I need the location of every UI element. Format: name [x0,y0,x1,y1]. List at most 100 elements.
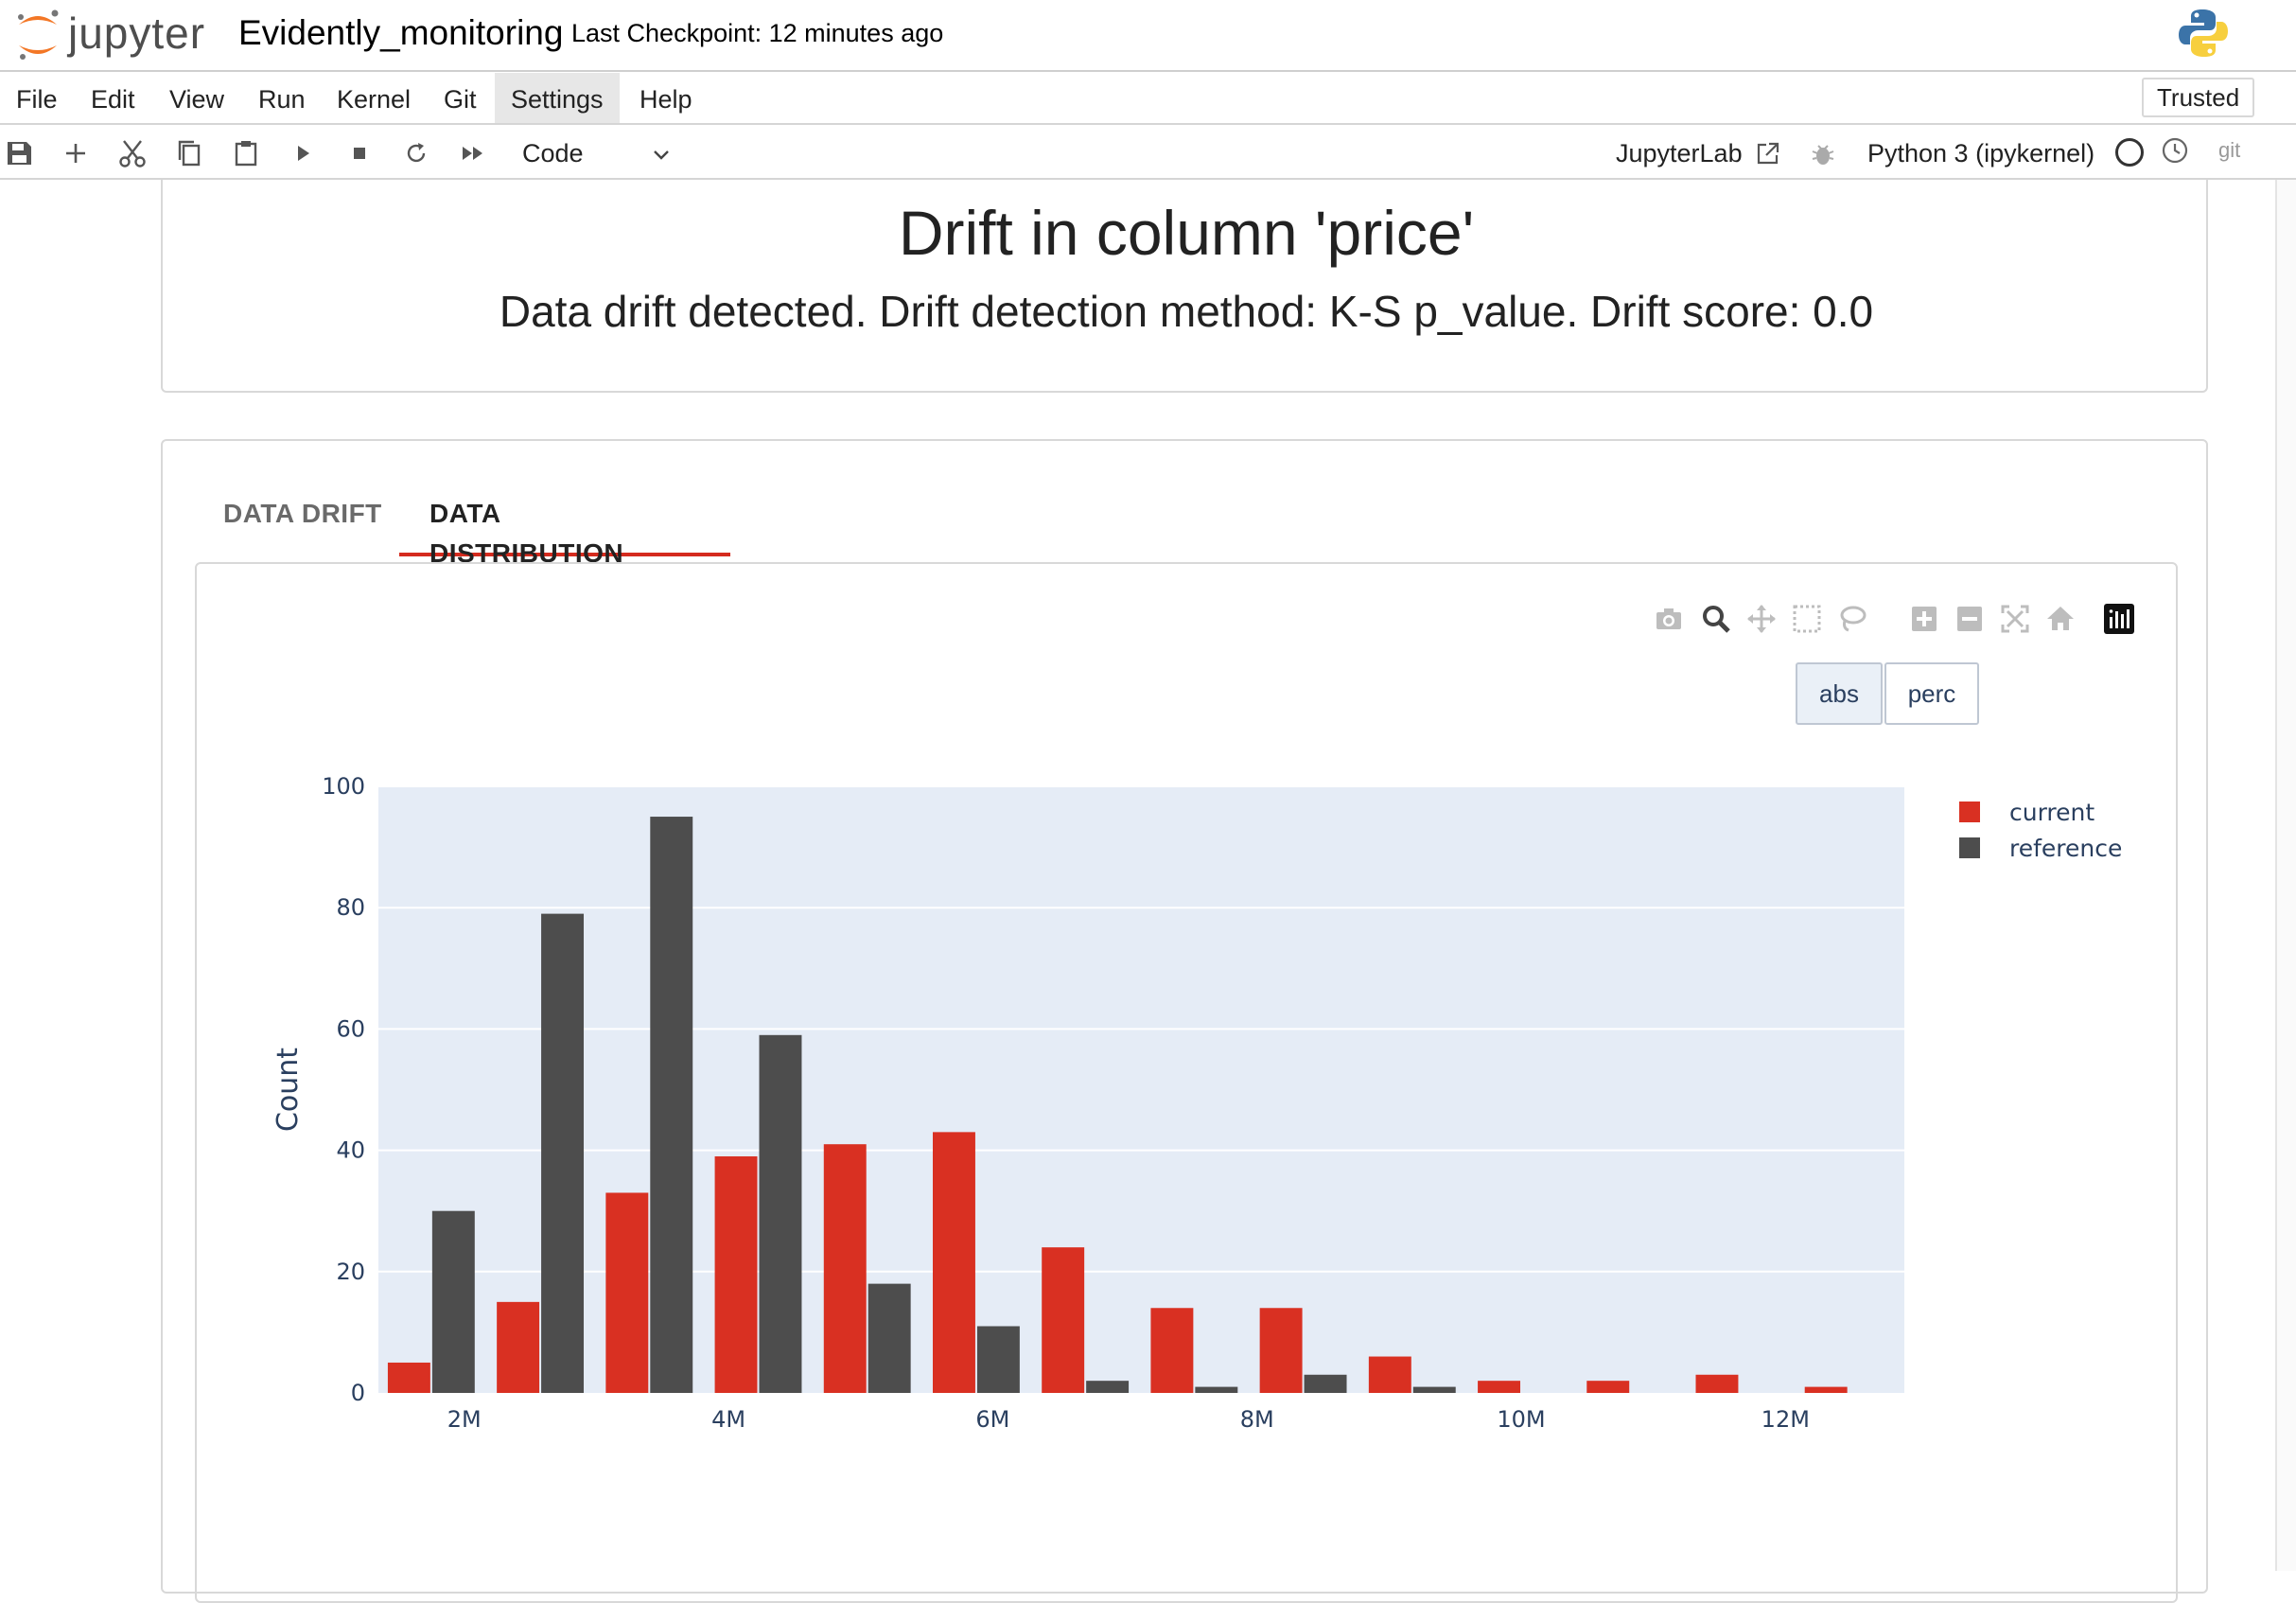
autoscale-icon [2001,605,2029,633]
y-axis-title: Count [272,1048,305,1132]
restart-button[interactable] [399,136,433,170]
bar-current[interactable] [1259,1308,1303,1393]
menu-settings[interactable]: Settings [495,73,620,123]
bar-current[interactable] [1042,1247,1085,1393]
bar-current[interactable] [823,1144,867,1393]
bar-reference[interactable] [1195,1386,1238,1393]
external-link-icon[interactable] [1755,140,1781,167]
y-tick-label: 80 [336,894,365,921]
debugger-bug-icon[interactable] [1809,140,1837,168]
bar-reference[interactable] [1304,1374,1347,1393]
checkpoint-status: Last Checkpoint: 12 minutes ago [571,19,944,47]
jupyterlab-link[interactable]: JupyterLab [1616,139,1743,167]
menu-file[interactable]: File [16,85,58,114]
save-button[interactable] [2,136,36,170]
report-subtitle: Data drift detected. Drift detection met… [499,287,1874,336]
x-tick-label: 12M [1761,1406,1810,1433]
bar-current[interactable] [1150,1308,1194,1393]
bar-reference[interactable] [541,913,585,1393]
menu-git[interactable]: Git [444,85,477,114]
x-tick-label: 6M [975,1406,1009,1433]
reset-axes-button[interactable] [2043,602,2077,636]
jupyter-wordmark: jupyter [68,9,206,58]
y-tick-label: 20 [336,1259,365,1285]
bar-reference[interactable] [1412,1386,1456,1393]
plotly-logo-button[interactable] [2102,602,2136,636]
run-all-button[interactable] [456,136,490,170]
bar-current[interactable] [1368,1356,1411,1393]
bar-current[interactable] [1695,1374,1739,1393]
menu-run[interactable]: Run [258,85,306,114]
legend: current reference [1959,799,2122,862]
menu-kernel[interactable]: Kernel [337,85,412,114]
y-tick-label: 60 [336,1015,365,1042]
stop-icon [354,148,365,159]
lasso-select-button[interactable] [1835,602,1869,636]
trusted-indicator[interactable]: Trusted [2142,78,2255,117]
plus-icon [66,144,85,163]
autoscale-button[interactable] [1998,602,2032,636]
scrollbar[interactable] [2275,180,2296,1571]
copy-button[interactable] [172,136,206,170]
cut-button[interactable] [115,136,149,170]
legend-swatch-reference[interactable] [1959,837,1980,858]
x-tick-label: 10M [1497,1406,1545,1433]
kernel-name[interactable]: Python 3 (ipykernel) [1867,139,2095,167]
bar-current[interactable] [1478,1381,1521,1393]
legend-label-current[interactable]: current [2009,799,2094,826]
bar-reference[interactable] [976,1326,1020,1393]
bar-current[interactable] [714,1156,758,1393]
menu-edit[interactable]: Edit [91,85,135,114]
perc-toggle-button[interactable]: perc [1884,662,1979,725]
tab-data-drift[interactable]: DATA DRIFT [223,499,382,528]
y-tick-label: 0 [351,1380,365,1406]
abs-toggle-button[interactable]: abs [1796,662,1883,725]
legend-label-reference[interactable]: reference [2009,835,2122,862]
run-button[interactable] [286,136,320,170]
notebook-name[interactable]: Evidently_monitoring [238,13,564,52]
stop-button[interactable] [342,136,377,170]
jupyter-logo[interactable]: jupyter [13,6,221,64]
legend-swatch-current[interactable] [1959,802,1980,822]
play-icon [298,146,309,161]
zoom-in-button[interactable] [1907,602,1941,636]
fast-forward-icon [463,147,482,160]
box-select-button[interactable] [1790,602,1824,636]
menu-bar: File Edit View Run Kernel Git Settings H… [0,73,2296,125]
zoom-button[interactable] [1699,602,1733,636]
home-icon [2047,607,2074,630]
download-png-button[interactable] [1652,602,1686,636]
tab-data-distribution[interactable]: DATA DISTRIBUTION [399,494,730,568]
paste-button[interactable] [229,136,263,170]
bar-reference[interactable] [650,817,693,1393]
zoom-in-icon [1912,607,1937,631]
bar-reference[interactable] [431,1210,475,1393]
bar-current[interactable] [497,1301,540,1393]
bar-reference[interactable] [868,1283,911,1393]
cell-type-select[interactable]: Code [522,127,683,180]
chevron-down-icon [654,150,669,160]
zoom-out-icon [1957,607,1982,631]
menu-view[interactable]: View [169,85,225,114]
bar-current[interactable] [1586,1381,1630,1393]
pan-button[interactable] [1744,602,1779,636]
lasso-icon [1840,606,1867,632]
insert-cell-button[interactable] [59,136,93,170]
bar-current[interactable] [605,1192,649,1393]
notebook-toolbar: Code JupyterLab Python 3 (ipykernel) git [0,127,2296,180]
bars [387,817,1848,1393]
git-indicator[interactable]: git [2218,138,2241,162]
save-icon [8,142,31,165]
menu-help[interactable]: Help [640,85,692,114]
python-logo-icon [2179,9,2228,57]
distribution-chart: 0 20 40 60 80 100 2M 4M 6M 8M 10M 12M Count current r… [272,773,2122,1433]
bar-reference[interactable] [759,1034,802,1393]
bar-current[interactable] [387,1362,430,1393]
plotly-logo-icon [2104,604,2134,634]
zoom-out-button[interactable] [1953,602,1987,636]
zoom-icon [1703,606,1730,633]
scissors-icon [119,140,146,167]
bar-reference[interactable] [1086,1381,1130,1393]
bar-current[interactable] [1804,1386,1848,1393]
bar-current[interactable] [932,1132,975,1393]
